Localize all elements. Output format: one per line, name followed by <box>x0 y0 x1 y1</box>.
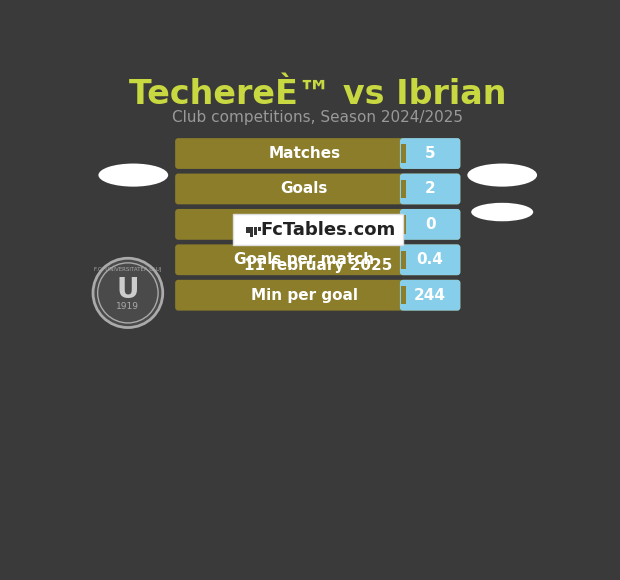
Bar <box>258 227 261 231</box>
FancyBboxPatch shape <box>175 138 460 169</box>
Text: TechereÈ™ vs Ibrian: TechereÈ™ vs Ibrian <box>129 78 507 111</box>
FancyBboxPatch shape <box>175 173 460 204</box>
Bar <box>402 215 406 234</box>
Ellipse shape <box>471 203 533 222</box>
Text: 0: 0 <box>425 217 435 232</box>
FancyBboxPatch shape <box>175 244 460 275</box>
Ellipse shape <box>467 164 537 187</box>
Bar <box>254 227 257 235</box>
Text: Goals: Goals <box>280 182 328 197</box>
FancyBboxPatch shape <box>400 280 460 311</box>
Bar <box>402 144 406 163</box>
Bar <box>403 141 409 166</box>
FancyBboxPatch shape <box>175 280 460 311</box>
FancyBboxPatch shape <box>400 138 460 169</box>
Text: Min per goal: Min per goal <box>250 288 358 303</box>
Bar <box>250 227 254 237</box>
Text: U: U <box>117 276 139 304</box>
FancyBboxPatch shape <box>400 173 460 204</box>
Bar <box>402 251 406 269</box>
Bar <box>403 283 409 307</box>
FancyBboxPatch shape <box>400 244 460 275</box>
Circle shape <box>93 258 162 328</box>
FancyBboxPatch shape <box>400 209 460 240</box>
Text: Hattricks: Hattricks <box>265 217 343 232</box>
Text: Matches: Matches <box>268 146 340 161</box>
FancyBboxPatch shape <box>232 215 403 245</box>
Text: F.C. UNIVERSITATEA CLUJ: F.C. UNIVERSITATEA CLUJ <box>94 267 162 272</box>
Bar <box>403 248 409 272</box>
Bar <box>402 180 406 198</box>
Bar <box>403 177 409 201</box>
Text: 5: 5 <box>425 146 435 161</box>
FancyBboxPatch shape <box>175 209 460 240</box>
Text: 244: 244 <box>414 288 446 303</box>
Text: FcTables.com: FcTables.com <box>260 221 396 239</box>
Bar <box>247 227 249 233</box>
Text: Goals per match: Goals per match <box>234 252 374 267</box>
Text: 1919: 1919 <box>117 302 140 311</box>
Bar <box>402 286 406 304</box>
Bar <box>403 212 409 237</box>
Text: 2: 2 <box>425 182 435 197</box>
Ellipse shape <box>99 164 168 187</box>
Text: Club competitions, Season 2024/2025: Club competitions, Season 2024/2025 <box>172 110 463 125</box>
Text: 11 february 2025: 11 february 2025 <box>244 259 392 273</box>
Text: 0.4: 0.4 <box>417 252 443 267</box>
